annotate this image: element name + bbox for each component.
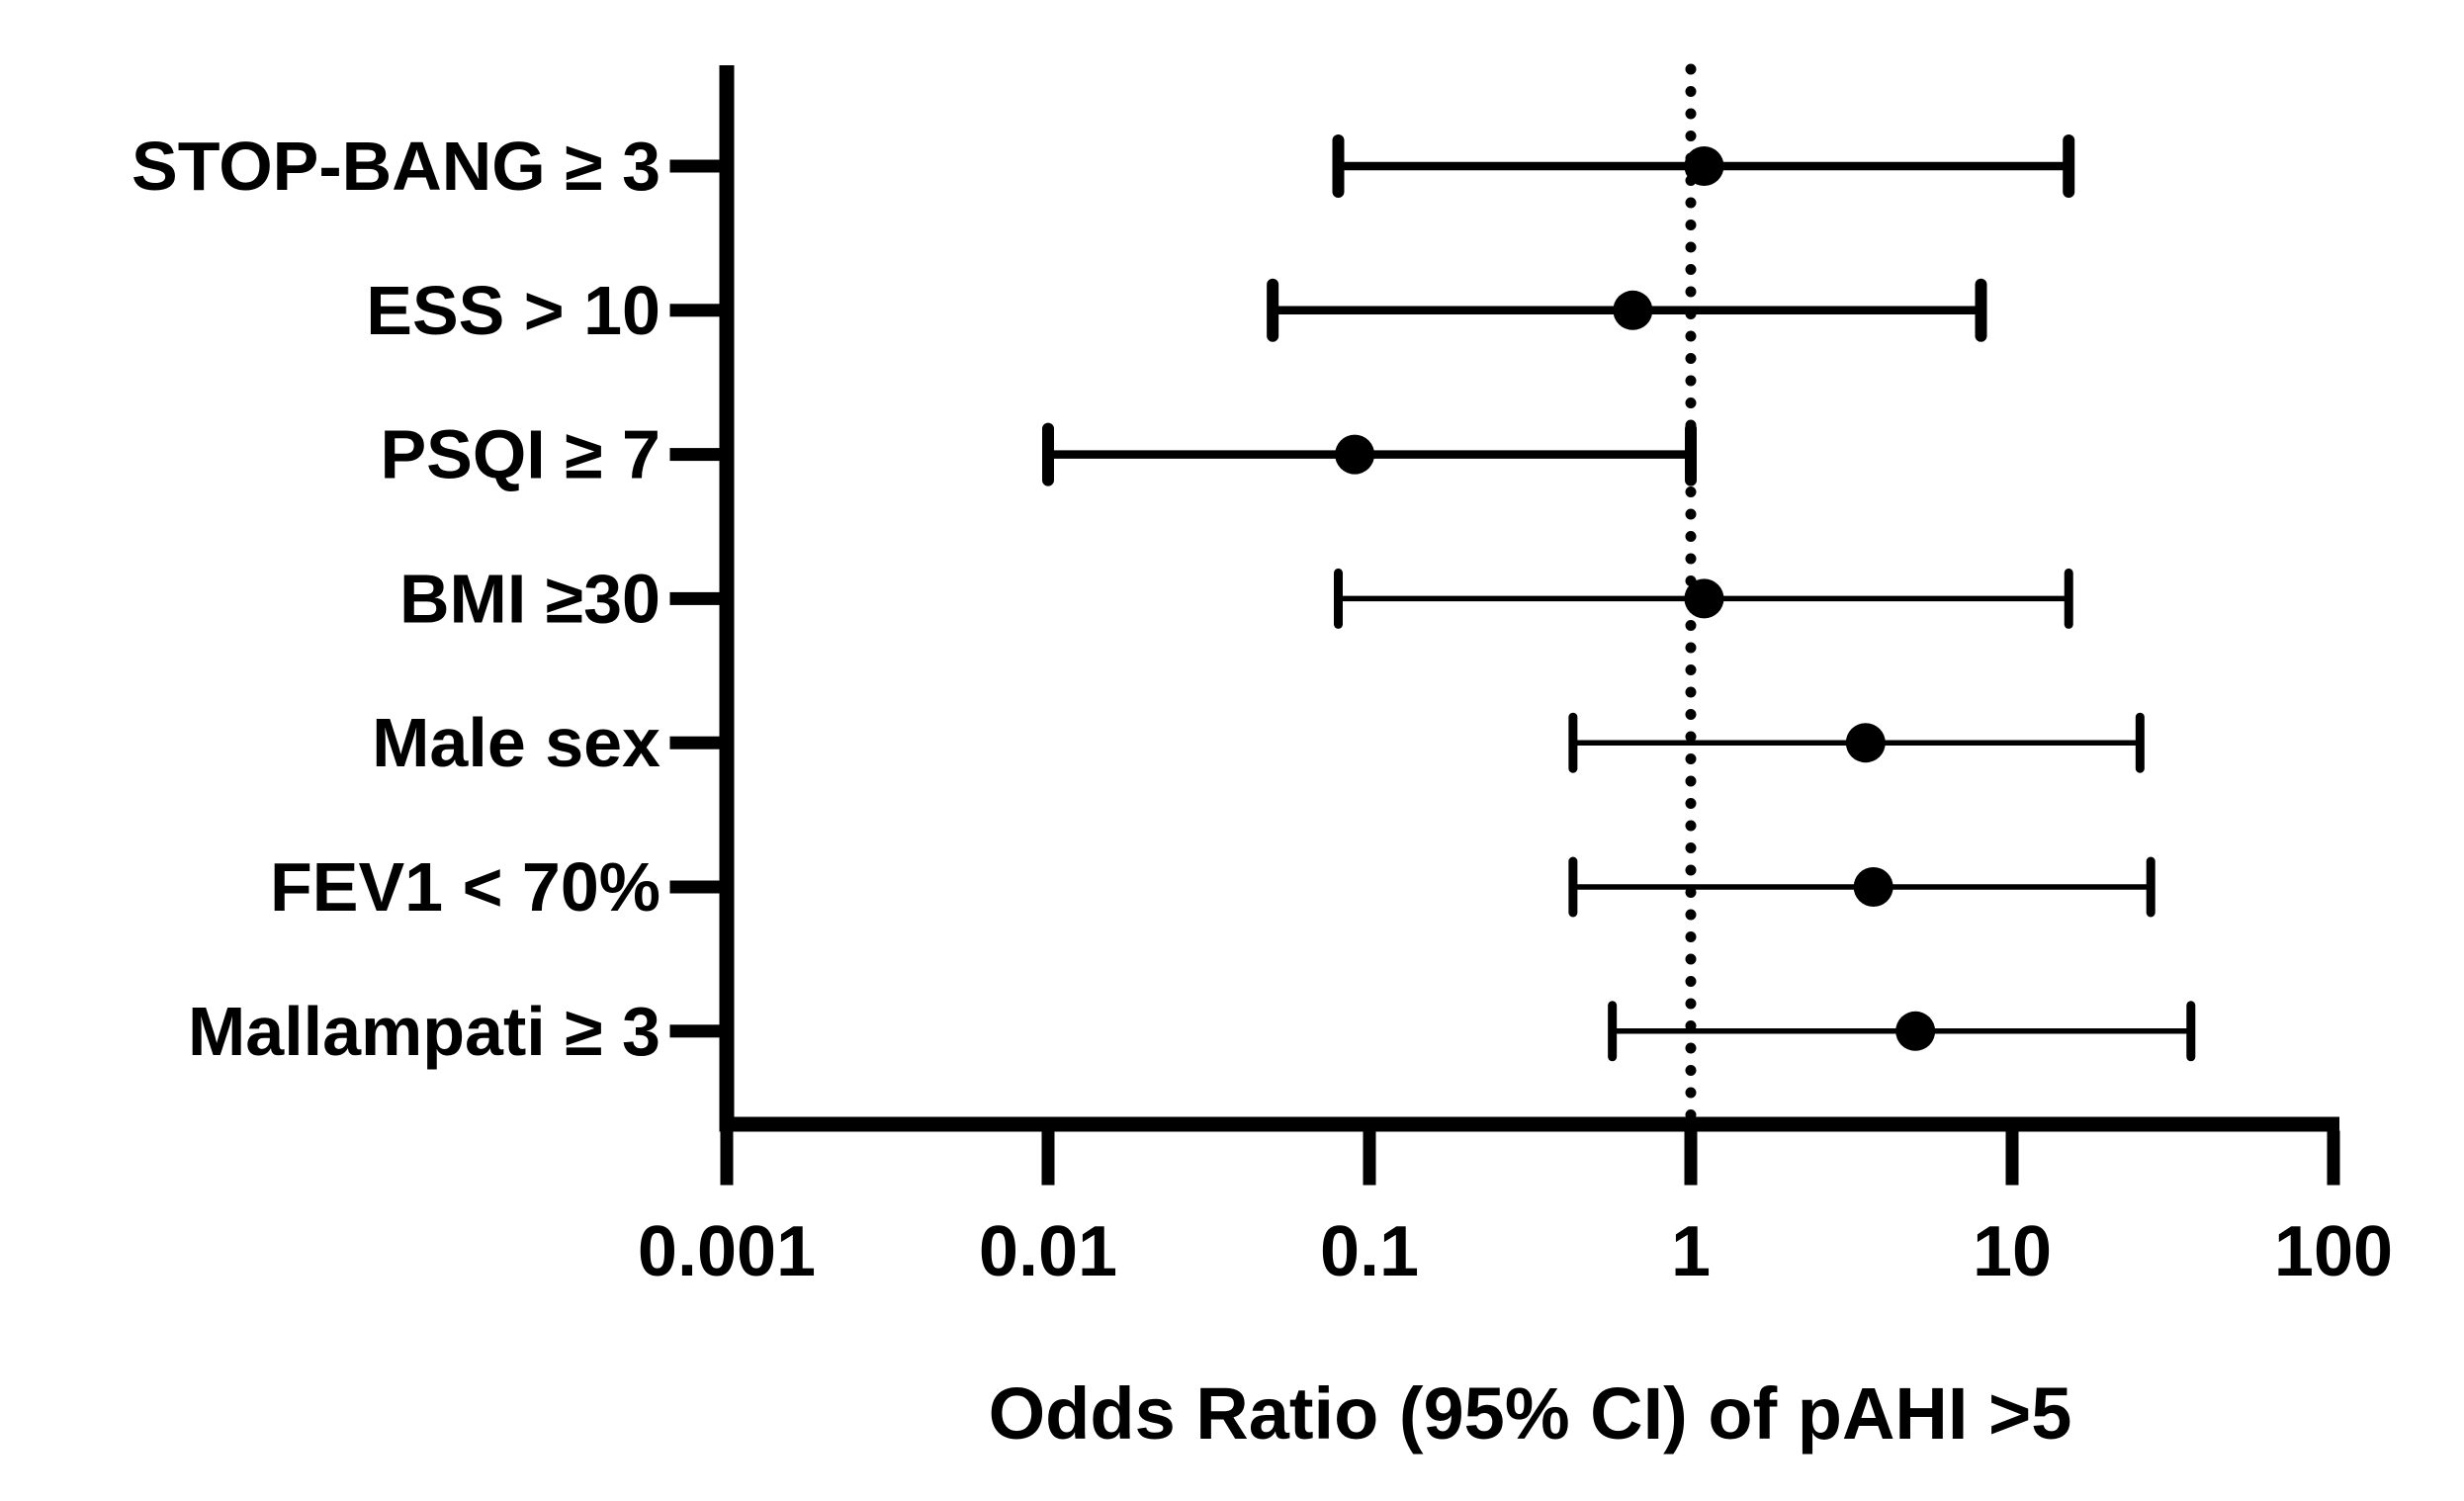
x-tick-0.01	[1041, 1130, 1055, 1186]
x-tick-0.1	[1363, 1130, 1376, 1186]
x-tick-1	[1684, 1130, 1698, 1186]
x-tick-label-100: 100	[2274, 1212, 2393, 1291]
x-axis-title: Odds Ratio (95% CI) of pAHI >5	[989, 1372, 2072, 1455]
y-tick-row-2	[669, 448, 720, 462]
or-marker-row-6	[1895, 1011, 1936, 1051]
x-tick-0.001	[720, 1130, 734, 1186]
or-marker-row-5	[1853, 867, 1893, 907]
or-marker-row-0	[1684, 146, 1724, 186]
or-marker-row-2	[1335, 434, 1375, 475]
x-tick-label-0.01: 0.01	[979, 1212, 1117, 1291]
y-tick-row-6	[669, 1024, 720, 1038]
row-label-2: PSQI ≥ 7	[380, 416, 660, 493]
y-tick-row-5	[669, 880, 720, 894]
y-tick-row-3	[669, 591, 720, 605]
x-tick-label-10: 10	[1973, 1212, 2052, 1291]
row-label-5: FEV1 < 70%	[270, 848, 660, 926]
row-label-4: Male sex	[372, 704, 660, 781]
row-label-6: Mallampati ≥ 3	[188, 993, 660, 1070]
x-tick-100	[2327, 1130, 2340, 1186]
or-marker-row-4	[1845, 723, 1886, 763]
row-label-0: STOP-BANG ≥ 3	[132, 128, 660, 205]
or-marker-row-3	[1684, 578, 1724, 619]
x-tick-label-0.001: 0.001	[638, 1212, 816, 1291]
x-tick-10	[2005, 1130, 2019, 1186]
row-label-3: BMI ≥30	[399, 560, 660, 637]
y-axis-line	[719, 65, 735, 1132]
or-marker-row-1	[1613, 290, 1653, 330]
row-label-1: ESS > 10	[366, 272, 660, 349]
y-tick-row-1	[669, 304, 720, 317]
y-tick-row-4	[669, 736, 720, 750]
y-tick-row-0	[669, 159, 720, 173]
x-tick-label-0.1: 0.1	[1320, 1212, 1419, 1291]
x-tick-label-1: 1	[1671, 1212, 1711, 1291]
x-axis-line	[719, 1116, 2339, 1132]
